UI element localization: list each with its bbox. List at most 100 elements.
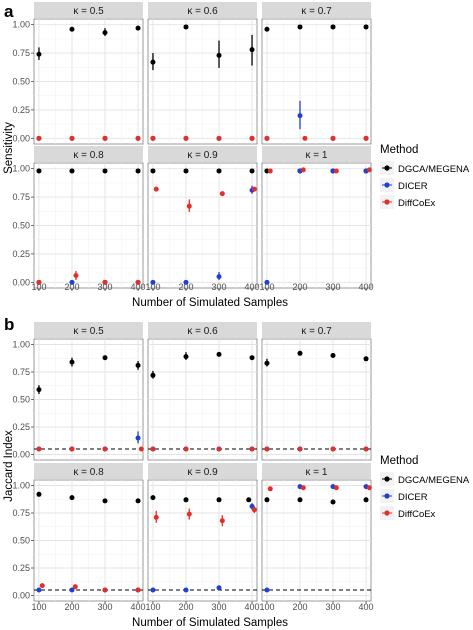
x-tick-label-a-5: 400 bbox=[245, 282, 260, 292]
data-point-diffcoex bbox=[150, 135, 156, 141]
y-tick-label-a-1: 0.25 bbox=[12, 105, 30, 115]
facet-strip-b-6 bbox=[262, 463, 371, 479]
legend-marker-dicer bbox=[384, 182, 390, 188]
data-point-dgca-megena bbox=[150, 59, 156, 65]
y-axis-title-a: Sensitivity bbox=[3, 122, 15, 174]
y-tick-label-b-4: 0.00 bbox=[12, 591, 30, 601]
x-tick-label-b-6: 200 bbox=[292, 602, 307, 612]
data-point-dgca-megena bbox=[216, 351, 222, 357]
data-point-diffcoex bbox=[333, 168, 339, 174]
y-tick-label-a-4: 0.00 bbox=[12, 277, 30, 287]
legend-label-diffcoex: DiffCoEx bbox=[398, 198, 436, 209]
facet-b-5: κ = 0.9 100 200 300 400 bbox=[145, 463, 260, 612]
data-point-dgca-megena bbox=[363, 356, 369, 362]
data-point-dgca-megena bbox=[135, 25, 141, 31]
data-point-dicer bbox=[150, 279, 156, 285]
data-point-diffcoex bbox=[36, 279, 42, 285]
y-tick-label-a-1: 0.50 bbox=[12, 77, 30, 87]
data-point-diffcoex bbox=[267, 486, 273, 492]
legend-marker-dicer bbox=[384, 493, 390, 499]
facet-a-4: κ = 0.8 0.00 0.25 0.50 0.75 1.00 100 200 300 400 bbox=[12, 146, 146, 292]
data-point-diffcoex bbox=[264, 446, 270, 452]
y-tick-label-a-4: 0.75 bbox=[12, 192, 30, 202]
data-point-dgca-megena bbox=[264, 497, 270, 503]
facet-strip-a-6 bbox=[262, 146, 371, 162]
y-tick-label-b-1: 0.75 bbox=[12, 367, 30, 377]
data-point-diffcoex bbox=[251, 507, 257, 513]
data-point-dicer bbox=[183, 587, 189, 593]
y-tick-label-b-4: 0.25 bbox=[12, 563, 30, 573]
x-tick-label-b-4: 200 bbox=[64, 602, 79, 612]
legend-title: Method bbox=[380, 455, 418, 467]
data-point-dgca-megena bbox=[135, 362, 141, 368]
data-point-diffcoex bbox=[73, 273, 79, 278]
data-point-diffcoex bbox=[186, 203, 192, 209]
data-point-diffcoex bbox=[297, 446, 303, 452]
data-point-diffcoex bbox=[36, 446, 42, 452]
x-tick-label-b-6: 100 bbox=[259, 602, 274, 612]
x-axis-title-a: Number of Simulated Samples bbox=[132, 297, 288, 309]
data-point-dgca-megena bbox=[183, 168, 189, 174]
data-point-diffcoex bbox=[363, 446, 369, 452]
x-tick-label-b-4: 100 bbox=[31, 602, 46, 612]
data-point-dgca-megena bbox=[330, 353, 336, 358]
data-point-dicer bbox=[150, 587, 156, 593]
facet-label-a-1: κ = 0.5 bbox=[73, 6, 104, 17]
x-tick-label-b-5: 400 bbox=[245, 602, 260, 612]
data-point-dgca-megena bbox=[102, 355, 108, 361]
y-tick-label-b-4: 0.75 bbox=[12, 508, 30, 518]
facet-b-6: κ = 1 100 200 300 400 bbox=[259, 463, 374, 612]
data-point-dgca-megena bbox=[102, 498, 108, 504]
data-point-diffcoex bbox=[216, 446, 222, 452]
y-tick-label-a-4: 1.00 bbox=[12, 164, 30, 174]
data-point-dgca-megena bbox=[69, 359, 75, 365]
legend-label-dicer: DICER bbox=[398, 492, 428, 503]
data-point-diffcoex bbox=[267, 168, 273, 174]
data-point-dgca-megena bbox=[216, 168, 222, 174]
facet-strip-a-5 bbox=[148, 146, 257, 162]
x-tick-label-a-6: 400 bbox=[359, 282, 374, 292]
legend-title: Method bbox=[380, 144, 418, 156]
data-point-dgca-megena bbox=[150, 168, 156, 174]
data-point-diffcoex bbox=[219, 191, 225, 197]
facet-strip-b-4 bbox=[34, 463, 143, 479]
data-point-diffcoex bbox=[135, 135, 141, 141]
data-point-dgca-megena bbox=[150, 495, 156, 501]
y-tick-label-a-1: 0.75 bbox=[12, 48, 30, 58]
facet-a-2: κ = 0.6 bbox=[147, 2, 258, 145]
legend-marker-dgca-megena bbox=[384, 165, 390, 171]
data-point-diffcoex bbox=[219, 518, 225, 524]
data-point-dgca-megena bbox=[69, 495, 75, 501]
facet-strip-b-3 bbox=[262, 322, 371, 338]
data-point-dgca-megena bbox=[36, 387, 42, 393]
data-point-dgca-megena bbox=[183, 497, 189, 503]
x-tick-label-b-5: 300 bbox=[211, 602, 226, 612]
y-tick-label-b-1: 0.00 bbox=[12, 450, 30, 460]
data-point-dgca-megena bbox=[216, 497, 222, 503]
legend-label-dgca-megena: DGCA/MEGENA bbox=[398, 164, 470, 175]
data-point-dicer bbox=[36, 587, 42, 593]
data-point-dgca-megena bbox=[69, 26, 75, 32]
data-point-diffcoex bbox=[333, 485, 339, 491]
facet-label-a-5: κ = 0.9 bbox=[187, 150, 218, 161]
data-point-dgca-megena bbox=[297, 24, 303, 30]
data-point-dgca-megena bbox=[249, 168, 255, 174]
x-tick-label-a-4: 100 bbox=[31, 282, 46, 292]
facet-b-4: κ = 0.8 0.00 0.25 0.50 0.75 1.00 100 200 300 400 bbox=[12, 463, 146, 612]
x-tick-label-a-4: 400 bbox=[131, 282, 146, 292]
data-point-dicer bbox=[69, 587, 75, 593]
data-point-diffcoex bbox=[39, 583, 45, 589]
data-point-diffcoex bbox=[264, 135, 270, 141]
data-point-dgca-megena bbox=[183, 24, 189, 30]
data-point-dicer bbox=[183, 279, 189, 285]
x-tick-label-b-6: 300 bbox=[325, 602, 340, 612]
data-point-dgca-megena bbox=[297, 497, 303, 503]
data-point-diffcoex bbox=[150, 446, 156, 452]
data-point-diffcoex bbox=[300, 485, 306, 491]
data-point-diffcoex bbox=[366, 485, 372, 491]
data-point-dicer bbox=[297, 113, 303, 119]
data-point-dgca-megena bbox=[216, 52, 222, 58]
facet-a-5: κ = 0.9 100 200 300 400 bbox=[145, 146, 260, 292]
data-point-dgca-megena bbox=[330, 24, 336, 30]
